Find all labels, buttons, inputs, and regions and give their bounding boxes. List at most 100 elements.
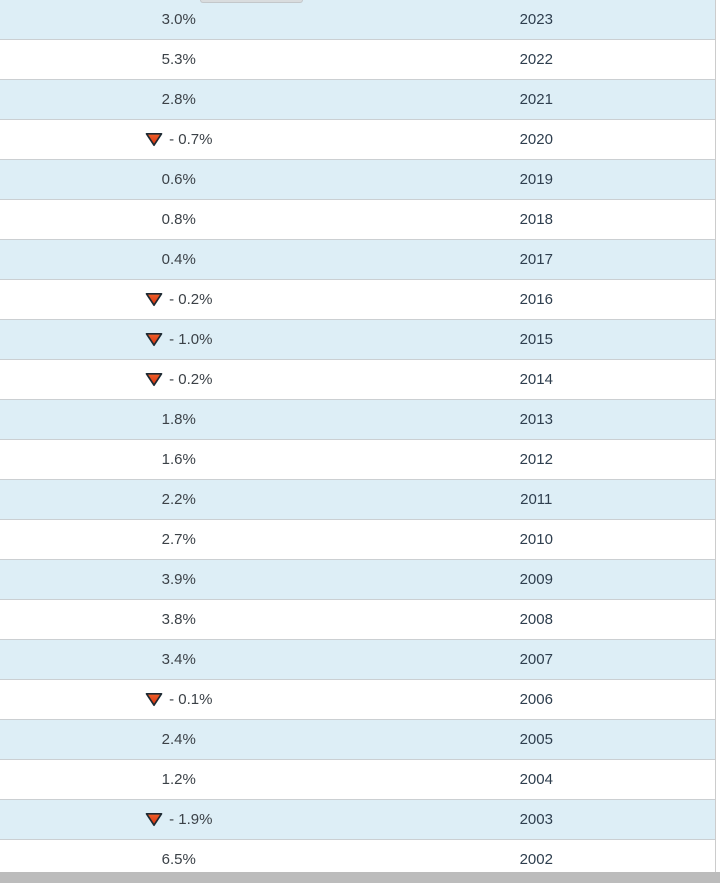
year-text: 2002 [519, 851, 553, 868]
table-row: - 1.9% 2003 [0, 800, 715, 840]
down-triangle-icon [145, 132, 163, 147]
value-text: 3.4% [161, 651, 196, 668]
value-cell: - 1.9% [0, 812, 358, 827]
table-row: 3.9% 2009 [0, 560, 715, 600]
value-text: - 0.2% [169, 291, 213, 308]
value-text: 2.7% [161, 531, 196, 548]
value-cell: 0.6% [0, 172, 358, 187]
value-text: - 0.7% [169, 131, 213, 148]
table-row: 1.2% 2004 [0, 760, 715, 800]
year-cell: 2017 [358, 252, 716, 267]
year-cell: 2021 [358, 92, 716, 107]
down-triangle-icon [145, 292, 163, 307]
value-text: 3.9% [161, 571, 196, 588]
value-cell: - 1.0% [0, 332, 358, 347]
clipped-scrolled-element [200, 0, 303, 3]
year-cell: 2014 [358, 372, 716, 387]
table-row: 1.8% 2013 [0, 400, 715, 440]
year-cell: 2006 [358, 692, 716, 707]
year-cell: 2005 [358, 732, 716, 747]
year-text: 2019 [519, 171, 553, 188]
value-text: - 1.0% [169, 331, 213, 348]
value-text: 5.3% [161, 51, 196, 68]
table-row: 2.7% 2010 [0, 520, 715, 560]
value-text: - 1.9% [169, 811, 213, 828]
value-cell: 3.4% [0, 652, 358, 667]
year-cell: 2003 [358, 812, 716, 827]
year-text: 2014 [519, 371, 553, 388]
year-text: 2020 [519, 131, 553, 148]
value-cell: 2.2% [0, 492, 358, 507]
year-cell: 2015 [358, 332, 716, 347]
value-cell: 3.9% [0, 572, 358, 587]
year-cell: 2013 [358, 412, 716, 427]
table-row: 2.8% 2021 [0, 80, 715, 120]
year-text: 2005 [519, 731, 553, 748]
value-text: 1.6% [161, 451, 196, 468]
horizontal-scrollbar-thumb[interactable] [0, 872, 720, 883]
value-cell: 1.6% [0, 452, 358, 467]
value-cell: - 0.2% [0, 372, 358, 387]
value-cell: 2.7% [0, 532, 358, 547]
table-row: 0.8% 2018 [0, 200, 715, 240]
value-cell: 0.4% [0, 252, 358, 267]
year-text: 2012 [519, 451, 553, 468]
value-text: 2.2% [161, 491, 196, 508]
value-text: 1.8% [161, 411, 196, 428]
value-text: 1.2% [161, 771, 196, 788]
table-row: 1.6% 2012 [0, 440, 715, 480]
value-cell: 3.0% [0, 12, 358, 27]
value-cell: 1.8% [0, 412, 358, 427]
year-text: 2011 [520, 491, 553, 508]
year-text: 2008 [519, 611, 553, 628]
year-text: 2007 [519, 651, 553, 668]
year-cell: 2012 [358, 452, 716, 467]
year-cell: 2019 [358, 172, 716, 187]
table-row: 2.4% 2005 [0, 720, 715, 760]
year-text: 2023 [519, 11, 553, 28]
horizontal-scrollbar[interactable] [0, 872, 720, 883]
right-gutter [716, 0, 720, 872]
year-cell: 2023 [358, 12, 716, 27]
value-text: 2.4% [161, 731, 196, 748]
value-cell: 0.8% [0, 212, 358, 227]
down-triangle-icon [145, 372, 163, 387]
year-text: 2018 [519, 211, 553, 228]
value-text: 6.5% [161, 851, 196, 868]
year-text: 2022 [519, 51, 553, 68]
year-cell: 2004 [358, 772, 716, 787]
year-text: 2021 [519, 91, 553, 108]
value-text: 0.8% [161, 211, 196, 228]
year-text: 2016 [519, 291, 553, 308]
table-row: - 0.7% 2020 [0, 120, 715, 160]
value-text: 0.6% [161, 171, 196, 188]
table-row: 5.3% 2022 [0, 40, 715, 80]
value-cell: 1.2% [0, 772, 358, 787]
year-cell: 2022 [358, 52, 716, 67]
year-text: 2003 [519, 811, 553, 828]
year-cell: 2016 [358, 292, 716, 307]
year-text: 2006 [519, 691, 553, 708]
down-triangle-icon [145, 692, 163, 707]
table-row: 0.4% 2017 [0, 240, 715, 280]
year-text: 2015 [519, 331, 553, 348]
year-cell: 2020 [358, 132, 716, 147]
table-row: 6.5% 2002 [0, 840, 715, 872]
year-text: 2013 [519, 411, 553, 428]
year-text: 2004 [519, 771, 553, 788]
table-row: - 0.1% 2006 [0, 680, 715, 720]
table-row: 3.4% 2007 [0, 640, 715, 680]
year-cell: 2008 [358, 612, 716, 627]
value-cell: 2.8% [0, 92, 358, 107]
value-cell: 3.8% [0, 612, 358, 627]
table-row: - 1.0% 2015 [0, 320, 715, 360]
down-triangle-icon [145, 812, 163, 827]
value-cell: 2.4% [0, 732, 358, 747]
value-text: 3.0% [161, 11, 196, 28]
year-cell: 2018 [358, 212, 716, 227]
year-cell: 2007 [358, 652, 716, 667]
down-triangle-icon [145, 332, 163, 347]
value-text: - 0.2% [169, 371, 213, 388]
table-row: - 0.2% 2014 [0, 360, 715, 400]
